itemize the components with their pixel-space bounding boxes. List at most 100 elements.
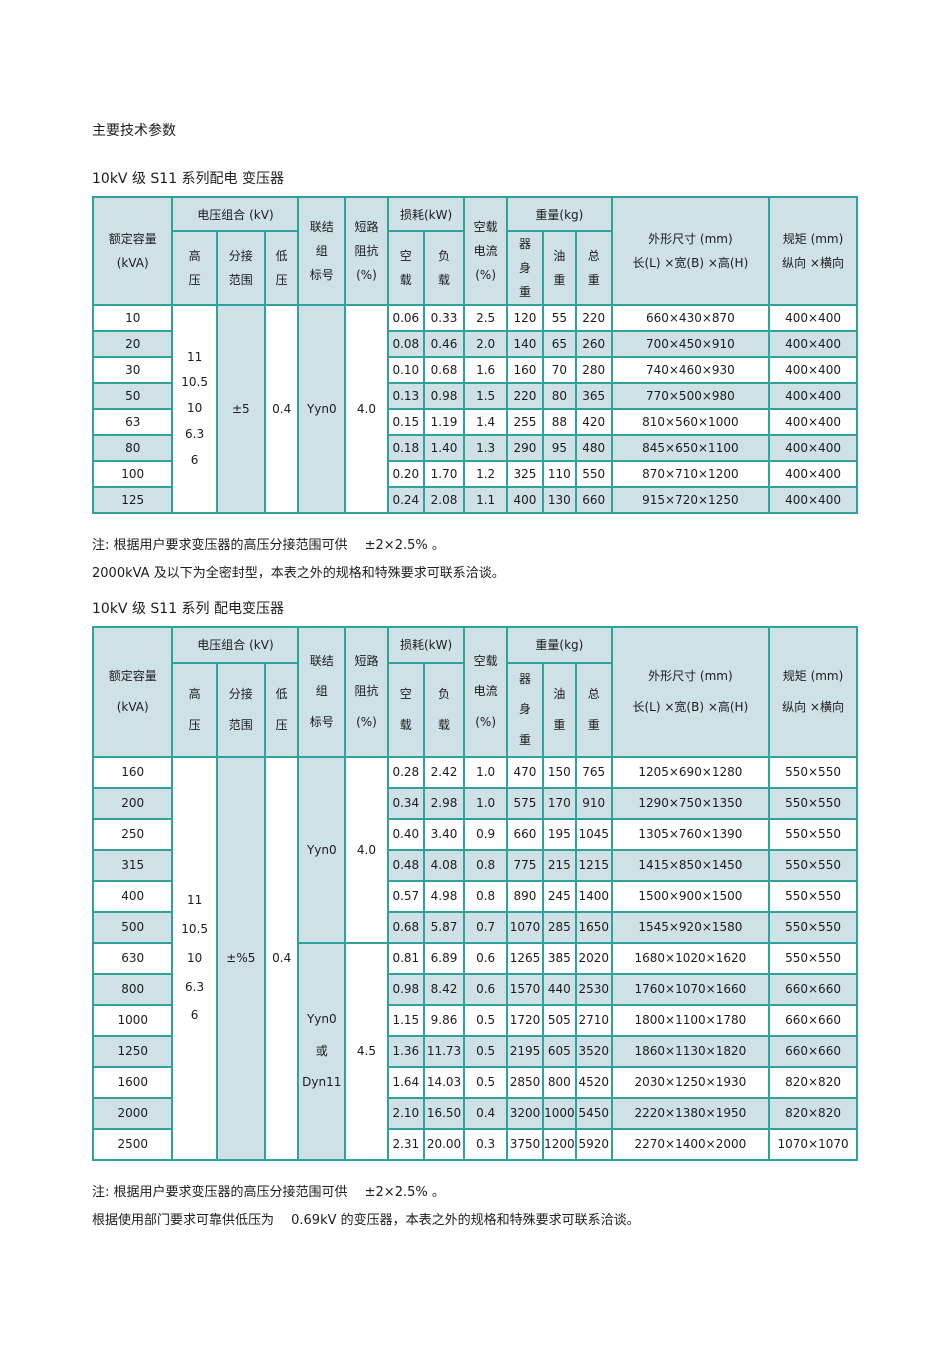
header-row-subcolumns: 高 压 分接 范围 低 压 空 载 负 载 器 身 重 油 重 总 重: [93, 661, 857, 758]
header-total-weight: 总 重: [574, 661, 613, 758]
oil-weight-cell: 70: [541, 356, 577, 384]
track-gauge-cell: 660×660: [768, 972, 858, 1006]
dimensions-cell: 810×560×1000: [610, 408, 771, 436]
load-loss-cell: 4.08: [422, 848, 466, 882]
oil-weight-cell: 505: [541, 1003, 577, 1037]
header-impedance: 短路 阻抗 (%): [344, 196, 389, 306]
dimensions-cell: 1800×1100×1780: [610, 1003, 771, 1037]
oil-weight-cell: 55: [541, 304, 577, 332]
header-impedance: 短路 阻抗 (%): [344, 625, 389, 758]
load-loss-cell: 3.40: [422, 817, 466, 851]
total-weight-cell: 765: [574, 755, 613, 789]
oil-weight-cell: 440: [541, 972, 577, 1006]
tap-range-cell: ±%5: [215, 755, 266, 1161]
rated-capacity-cell: 800: [91, 972, 174, 1006]
dimensions-cell: 1305×760×1390: [610, 817, 771, 851]
header-lv: 低 压: [263, 230, 300, 306]
table-row: 1250 1.36 11.73 0.5 2195 605 3520 1860×1130×182…: [91, 1034, 858, 1068]
table-row: 2500 2.31 20.00 0.3 3750 1200 5920 2270×1400×20…: [91, 1127, 858, 1161]
load-loss-cell: 9.86: [422, 1003, 466, 1037]
oil-weight-cell: 245: [541, 879, 577, 913]
table1-note-2: 2000kVA 及以下为全密封型，本表之外的规格和特殊要求可联系洽谈。: [92, 565, 505, 581]
oil-weight-cell: 150: [541, 755, 577, 789]
track-gauge-cell: 660×660: [768, 1034, 858, 1068]
header-oil-weight: 油 重: [541, 230, 577, 306]
header-tap-range: 分接 范围: [215, 230, 266, 306]
body-weight-cell: 1720: [506, 1003, 544, 1037]
rated-capacity-cell: 630: [91, 941, 174, 975]
rated-capacity-cell: 80: [91, 434, 174, 462]
body-weight-cell: 1570: [506, 972, 544, 1006]
track-gauge-cell: 550×550: [768, 817, 858, 851]
dimensions-cell: 700×450×910: [610, 330, 771, 358]
impedance-cell: 4.5: [344, 941, 389, 1161]
dimensions-cell: 2220×1380×1950: [610, 1096, 771, 1130]
total-weight-cell: 2020: [574, 941, 613, 975]
load-loss-cell: 2.98: [422, 786, 466, 820]
no-load-loss-cell: 0.15: [386, 408, 425, 436]
dimensions-cell: 740×460×930: [610, 356, 771, 384]
total-weight-cell: 365: [574, 382, 613, 410]
dimensions-cell: 660×430×870: [610, 304, 771, 332]
body-weight-cell: 2850: [506, 1065, 544, 1099]
table2-header: 额定容量 (kVA) 电压组合 (kV) 联结 组 标号 短路 阻抗 (%) 损…: [91, 625, 858, 758]
no-load-loss-cell: 0.28: [386, 755, 425, 789]
track-gauge-cell: 550×550: [768, 848, 858, 882]
oil-weight-cell: 385: [541, 941, 577, 975]
header-weight: 重量(kg): [506, 625, 613, 664]
track-gauge-cell: 400×400: [768, 382, 858, 410]
table-row: 250 0.40 3.40 0.9 660 195 1045 1305×760×1390 550…: [91, 817, 858, 851]
total-weight-cell: 260: [574, 330, 613, 358]
total-weight-cell: 5450: [574, 1096, 613, 1130]
no-load-loss-cell: 0.57: [386, 879, 425, 913]
total-weight-cell: 420: [574, 408, 613, 436]
hv-voltages-cell: 11 10.5 10 6.3 6: [171, 304, 218, 514]
load-loss-cell: 0.98: [422, 382, 466, 410]
table2-note-2: 根据使用部门要求可靠供低压为 0.69kV 的变压器，本表之外的规格和特殊要求可…: [92, 1212, 640, 1228]
oil-weight-cell: 95: [541, 434, 577, 462]
track-gauge-cell: 400×400: [768, 330, 858, 358]
oil-weight-cell: 130: [541, 486, 577, 514]
no-load-loss-cell: 0.98: [386, 972, 425, 1006]
no-load-loss-cell: 1.64: [386, 1065, 425, 1099]
no-load-loss-cell: 0.06: [386, 304, 425, 332]
load-loss-cell: 14.03: [422, 1065, 466, 1099]
rated-capacity-cell: 1600: [91, 1065, 174, 1099]
header-row-groups: 额定容量 (kVA) 电压组合 (kV) 联结 组 标号 短路 阻抗 (%) 损…: [91, 196, 858, 306]
oil-weight-cell: 88: [541, 408, 577, 436]
track-gauge-cell: 550×550: [768, 786, 858, 820]
dimensions-cell: 2270×1400×2000: [610, 1127, 771, 1161]
table2-body: 160 11 10.5 10 6.3 6 ±%5 0.4 Yyn0 4.0 0.28 2.42…: [91, 755, 858, 1161]
total-weight-cell: 2530: [574, 972, 613, 1006]
rated-capacity-cell: 20: [91, 330, 174, 358]
rated-capacity-cell: 63: [91, 408, 174, 436]
load-loss-cell: 11.73: [422, 1034, 466, 1068]
no-load-loss-cell: 2.31: [386, 1127, 425, 1161]
table-row: 80 0.18 1.40 1.3 290 95 480 845×650×1100 400×400: [91, 434, 858, 462]
total-weight-cell: 2710: [574, 1003, 613, 1037]
table-row: 200 0.34 2.98 1.0 575 170 910 1290×750×1350 550×…: [91, 786, 858, 820]
load-loss-cell: 0.33: [422, 304, 466, 332]
total-weight-cell: 4520: [574, 1065, 613, 1099]
oil-weight-cell: 800: [541, 1065, 577, 1099]
header-no-load-loss: 空 载: [386, 661, 425, 758]
load-loss-cell: 1.70: [422, 460, 466, 488]
total-weight-cell: 1045: [574, 817, 613, 851]
dimensions-cell: 1205×690×1280: [610, 755, 771, 789]
total-weight-cell: 1400: [574, 879, 613, 913]
no-load-current-cell: 0.6: [463, 972, 509, 1006]
table-row: 20 0.08 0.46 2.0 140 65 260 700×450×910 400×400: [91, 330, 858, 358]
track-gauge-cell: 400×400: [768, 460, 858, 488]
oil-weight-cell: 215: [541, 848, 577, 882]
header-body-weight: 器 身 重: [506, 661, 544, 758]
no-load-current-cell: 1.3: [463, 434, 509, 462]
header-load-loss: 负 载: [422, 230, 466, 306]
no-load-loss-cell: 0.40: [386, 817, 425, 851]
no-load-loss-cell: 0.10: [386, 356, 425, 384]
total-weight-cell: 1650: [574, 910, 613, 944]
oil-weight-cell: 285: [541, 910, 577, 944]
header-no-load-current: 空载 电流 (%): [463, 196, 509, 306]
total-weight-cell: 480: [574, 434, 613, 462]
oil-weight-cell: 1200: [541, 1127, 577, 1161]
table-row: 630 Yyn0 或 Dyn11 4.5 0.81 6.89 0.6 1265 385 2020…: [91, 941, 858, 1161]
